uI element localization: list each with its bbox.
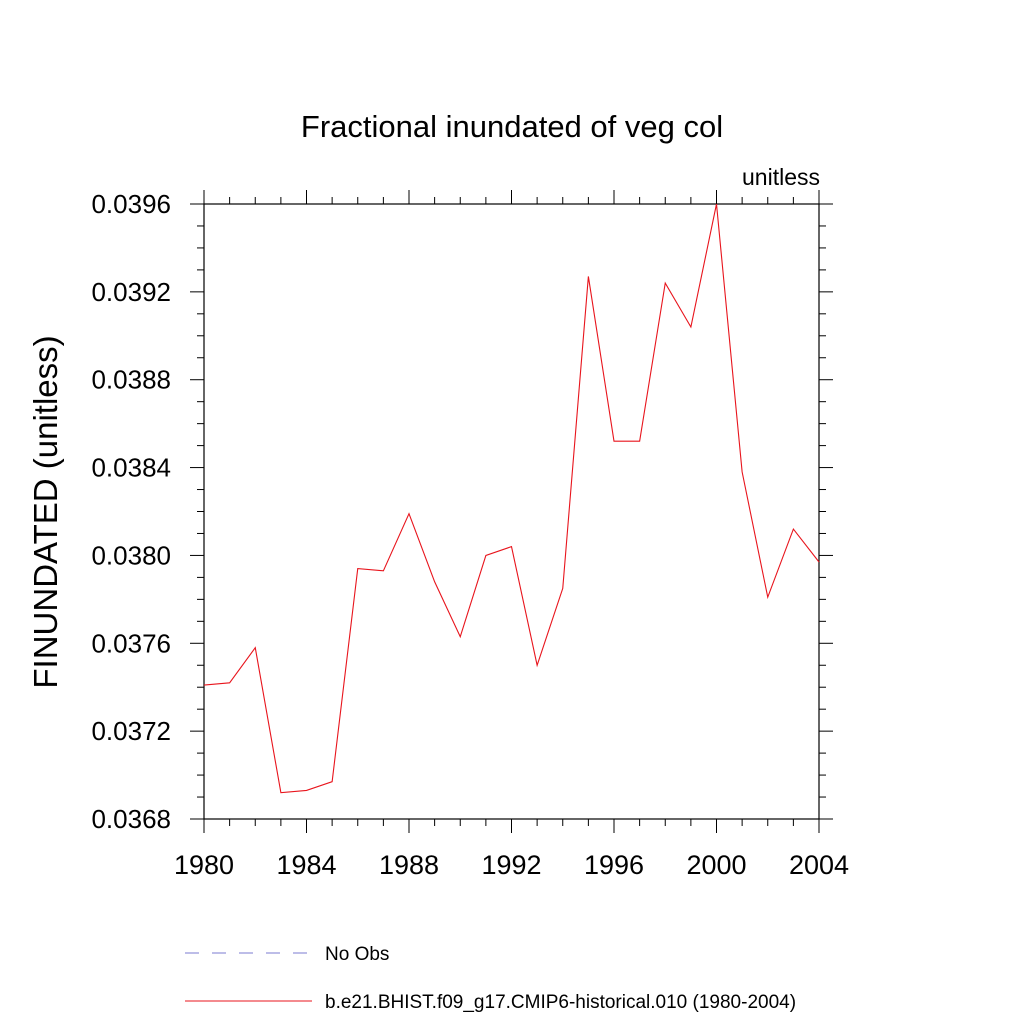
x-tick-label: 2000	[686, 850, 746, 880]
legend: No Obs b.e21.BHIST.f09_g17.CMIP6-histori…	[185, 944, 796, 1013]
data-point	[586, 274, 591, 279]
chart-title: Fractional inundated of veg col	[301, 109, 723, 144]
data-point	[688, 325, 693, 330]
y-tick-label: 0.0372	[91, 716, 171, 746]
series-line-historical	[203, 203, 820, 794]
x-tick-label: 1980	[174, 850, 234, 880]
data-point	[714, 202, 719, 207]
data-point	[330, 779, 335, 784]
data-point	[432, 579, 437, 584]
x-tick-labels: 1980 1984 1988 1992 1996 2000 2004	[174, 850, 849, 880]
data-point	[740, 469, 745, 474]
data-point	[483, 553, 488, 558]
legend-label-no-obs: No Obs	[325, 944, 389, 965]
axis-ticks	[190, 190, 833, 833]
x-tick-label: 2004	[789, 850, 849, 880]
data-point	[458, 634, 463, 639]
x-tick-label: 1996	[584, 850, 644, 880]
y-tick-label: 0.0396	[91, 189, 171, 219]
data-point	[202, 683, 207, 688]
y-tick-label: 0.0388	[91, 365, 171, 395]
data-point	[381, 568, 386, 573]
data-point	[278, 790, 283, 795]
units-label: unitless	[742, 164, 820, 190]
y-axis-label: FINUNDATED (unitless)	[27, 335, 64, 688]
data-point	[817, 560, 822, 565]
data-point	[509, 544, 514, 549]
legend-label-historical: b.e21.BHIST.f09_g17.CMIP6-historical.010…	[325, 992, 796, 1013]
y-tick-label: 0.0392	[91, 277, 171, 307]
x-tick-label: 1988	[379, 850, 439, 880]
data-point	[535, 663, 540, 668]
data-point	[637, 439, 642, 444]
data-point	[560, 586, 565, 591]
plot-frame	[203, 203, 820, 820]
x-tick-label: 1992	[481, 850, 541, 880]
data-point	[407, 511, 412, 516]
data-point	[253, 645, 258, 650]
data-point	[765, 595, 770, 600]
data-point	[791, 527, 796, 532]
y-tick-label: 0.0384	[91, 453, 171, 483]
data-point	[355, 566, 360, 571]
y-tick-label: 0.0368	[91, 804, 171, 834]
x-tick-label: 1984	[276, 850, 336, 880]
y-tick-label: 0.0376	[91, 628, 171, 658]
data-point	[304, 788, 309, 793]
y-tick-label: 0.0380	[91, 540, 171, 570]
y-tick-labels: 0.0368 0.0372 0.0376 0.0380 0.0384 0.0388 0.03…	[91, 189, 171, 834]
data-point	[227, 680, 232, 685]
series-layer	[202, 202, 822, 795]
data-point	[612, 439, 617, 444]
data-point	[663, 281, 668, 286]
